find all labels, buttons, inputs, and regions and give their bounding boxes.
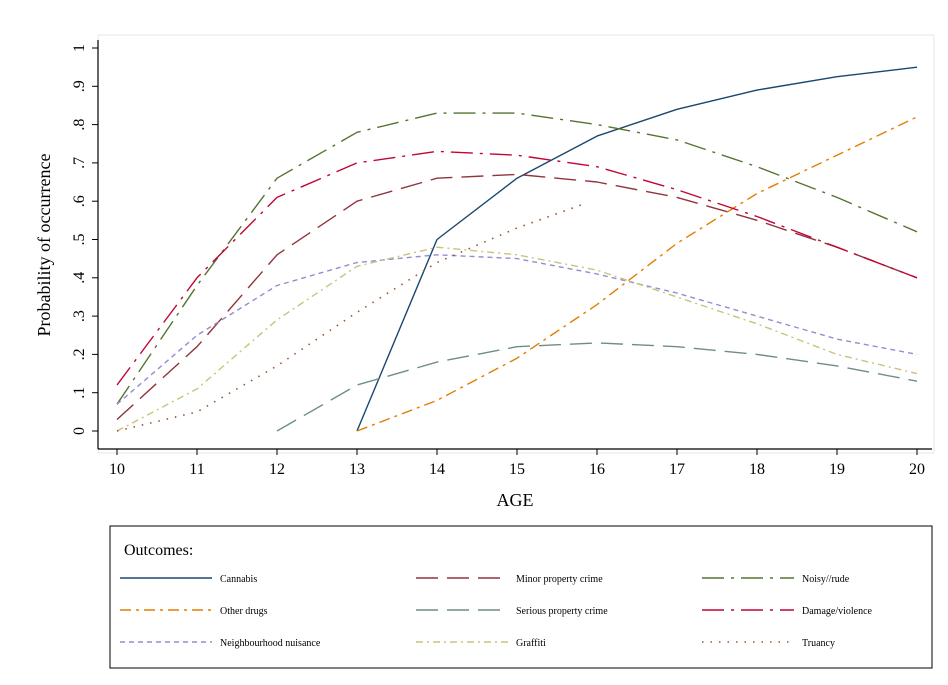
legend-box	[109, 525, 933, 669]
x-tick-label: 10	[109, 461, 125, 478]
series-line-damage-violence	[116, 150, 918, 386]
legend-label: Serious property crime	[516, 606, 608, 617]
x-tick-label: 19	[829, 461, 845, 478]
legend-label: Other drugs	[220, 606, 268, 617]
legend: Outcomes: Cannabis Minor property crime No…	[109, 525, 933, 669]
legend-label: Noisy//rude	[802, 574, 850, 585]
y-tick-label: .6	[71, 195, 88, 207]
legend-label: Graffiti	[516, 638, 546, 649]
x-tick-label: 17	[669, 461, 685, 478]
series-line-minor-property-crime	[116, 173, 918, 421]
y-tick-label: .9	[71, 80, 88, 92]
legend-label: Minor property crime	[516, 574, 603, 585]
y-tick-label: .3	[71, 310, 88, 322]
y-tick-label: .5	[71, 234, 88, 246]
y-tick-label: .4	[71, 272, 88, 284]
series-lines	[116, 66, 918, 432]
x-tick-label: 20	[909, 461, 925, 478]
x-axis-label: AGE	[497, 490, 534, 510]
axes: 10 11 12 13 14 15 16 17 18 19 20 0 .1 .2 .3 .4 .5 .6 .7 .8.…	[71, 40, 932, 478]
series-line-other-drugs	[356, 116, 918, 432]
y-tick-label: 0	[71, 427, 88, 435]
x-tick-label: 16	[589, 461, 605, 478]
y-tick-label: .1	[71, 387, 88, 399]
x-tick-label: 12	[269, 461, 285, 478]
x-tick-label: 14	[429, 461, 445, 478]
x-tick-label: 11	[189, 461, 204, 478]
x-tick-label: 15	[509, 461, 525, 478]
y-tick-label: .2	[71, 348, 88, 360]
legend-label: Truancy	[802, 638, 835, 649]
series-line-cannabis	[356, 66, 918, 432]
series-line-neighbourhood-nuisance	[116, 254, 918, 405]
plot-frame	[97, 34, 935, 454]
series-line-graffiti	[116, 246, 918, 432]
legend-title: Outcomes:	[124, 542, 193, 559]
legend-label: Damage/violence	[802, 606, 873, 617]
x-tick-label: 18	[749, 461, 765, 478]
x-tick-label: 13	[349, 461, 365, 478]
y-axis-label: Probability of occurrence	[34, 154, 54, 337]
y-tick-label: .8	[71, 119, 88, 131]
y-tick-label: .7	[71, 157, 88, 169]
y-tick-label: 1	[71, 44, 88, 52]
legend-label: Neighbourhood nuisance	[220, 638, 321, 649]
legend-label: Cannabis	[220, 574, 257, 585]
